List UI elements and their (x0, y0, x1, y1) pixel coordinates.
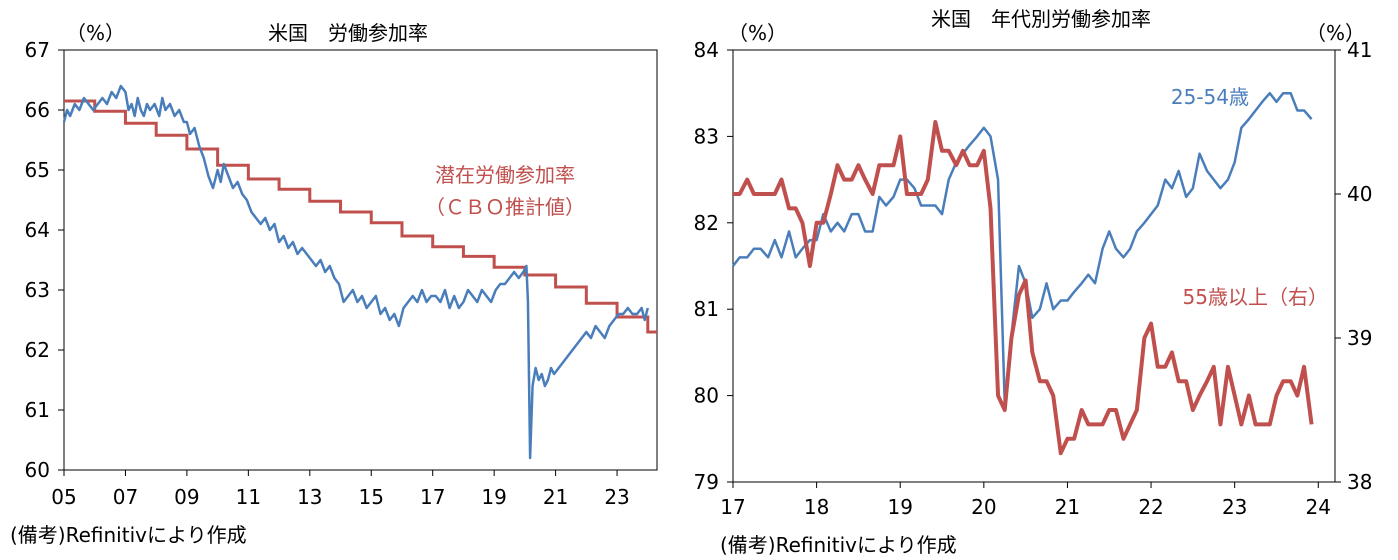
right-chart: 米国 年代別労働参加率 （%） （%） 79 80 81 82 83 84 38 39 40 4… (694, 7, 1373, 557)
left-y-tick-label: 61 (25, 398, 50, 422)
right-left-y-tick-label: 79 (694, 470, 719, 494)
annotation-55-plus: 55歳以上（右） (1183, 285, 1328, 309)
left-source-note: (備考)Refinitivにより作成 (10, 523, 247, 547)
right-left-y-tick-label: 80 (694, 384, 719, 408)
right-left-y-tick-label: 81 (694, 297, 719, 321)
right-left-y-tick-label: 84 (694, 38, 719, 62)
left-x-tick-label: 15 (359, 485, 384, 509)
left-x-tick-label: 23 (604, 485, 629, 509)
left-x-tick-label: 09 (174, 485, 199, 509)
left-y-tick-label: 67 (25, 38, 50, 62)
right-x-tick-label: 19 (887, 495, 912, 519)
right-chart-title: 米国 年代別労働参加率 (931, 7, 1151, 31)
cbo-annotation-line1: 潜在労働参加率 (435, 163, 575, 187)
cbo-potential-participation-line (64, 99, 657, 334)
right-x-tick-label: 21 (1055, 495, 1080, 519)
right-left-y-tick-label: 83 (694, 124, 719, 148)
right-right-y-tick-label: 38 (1347, 470, 1372, 494)
left-y-tick-label: 64 (25, 218, 50, 242)
left-x-tick-label: 05 (51, 485, 76, 509)
left-y-axis: 60 61 62 63 64 65 66 67 (25, 38, 64, 482)
right-y-axis-left: 79 80 81 82 83 84 (694, 38, 733, 494)
left-x-tick-label: 11 (236, 485, 261, 509)
left-y-tick-label: 65 (25, 158, 50, 182)
left-x-tick-label: 21 (543, 485, 568, 509)
age-55-plus-line (733, 120, 1314, 456)
right-x-tick-label: 22 (1138, 495, 1163, 519)
right-y-axis-right: 38 39 40 41 (1335, 38, 1372, 494)
left-y-tick-label: 63 (25, 278, 50, 302)
left-y-tick-label: 60 (25, 458, 50, 482)
right-x-tick-label: 20 (971, 495, 996, 519)
right-left-y-tick-label: 82 (694, 211, 719, 235)
annotation-25-54: 25-54歳 (1171, 85, 1249, 109)
left-y-tick-label: 66 (25, 98, 50, 122)
right-source-note: (備考)Refinitivにより作成 (720, 533, 957, 557)
right-y-unit-left: （%） (728, 21, 787, 45)
age-25-54-line (732, 91, 1313, 406)
left-plot-frame (63, 49, 658, 471)
cbo-annotation-line2: （ＣＢＯ推計値） (425, 195, 585, 219)
left-y-tick-label: 62 (25, 338, 50, 362)
left-chart: 米国 労働参加率 （%） 60 61 62 63 64 65 66 67 05 07 09 11 13… (10, 21, 658, 547)
right-right-y-tick-label: 39 (1347, 326, 1372, 350)
right-right-y-tick-label: 41 (1347, 38, 1372, 62)
left-y-unit: （%） (66, 21, 125, 45)
right-x-tick-label: 18 (804, 495, 829, 519)
right-x-tick-label: 24 (1306, 495, 1331, 519)
left-x-tick-label: 13 (297, 485, 322, 509)
left-x-tick-label: 07 (113, 485, 138, 509)
right-x-tick-label: 17 (720, 495, 745, 519)
right-x-tick-label: 23 (1222, 495, 1247, 519)
right-y-unit-right: （%） (1306, 21, 1365, 45)
left-chart-title: 米国 労働参加率 (268, 21, 428, 45)
right-x-axis: 17 18 19 20 21 22 23 24 (720, 482, 1331, 519)
left-x-axis: 05 07 09 11 13 15 17 19 21 23 (51, 470, 630, 509)
left-series-group (62, 84, 657, 460)
right-right-y-tick-label: 40 (1347, 182, 1372, 206)
left-x-tick-label: 17 (420, 485, 445, 509)
left-x-tick-label: 19 (481, 485, 506, 509)
labor-participation-line (62, 84, 649, 460)
right-series-group (732, 91, 1314, 456)
